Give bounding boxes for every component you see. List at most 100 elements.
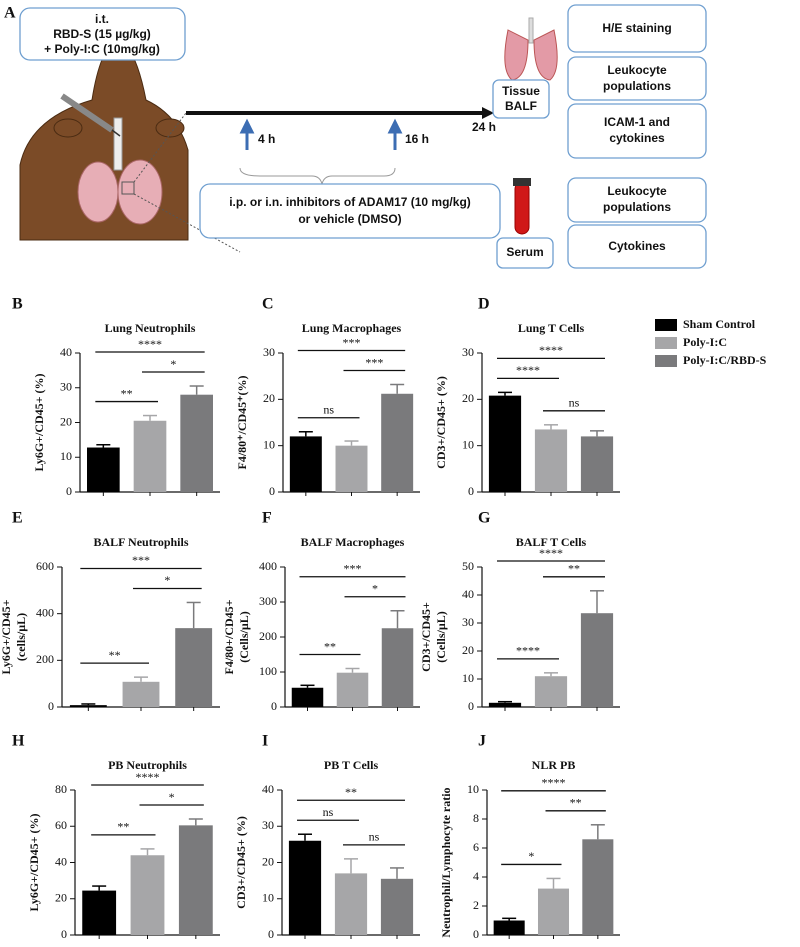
readout-text: Leukocyte xyxy=(607,184,667,198)
y-tick-label: 20 xyxy=(263,391,275,405)
chart-title: BALF Macrophages xyxy=(301,535,405,549)
y-tick-label: 200 xyxy=(36,652,54,666)
y-axis-label: Neutrophil/Lymphocyte ratio xyxy=(439,787,453,937)
treatment-text: RBD-S (15 µg/kg) xyxy=(53,27,151,41)
significance-label: ns xyxy=(323,403,334,417)
significance-label: *** xyxy=(132,553,150,567)
legend-swatch xyxy=(655,355,677,367)
significance-label: * xyxy=(169,790,175,804)
y-tick-label: 100 xyxy=(259,664,277,678)
needle xyxy=(111,129,121,137)
significance-label: **** xyxy=(516,644,540,658)
bar xyxy=(87,447,120,492)
y-axis-label: Ly6G+/CD45+ xyxy=(0,599,13,674)
significance-label: **** xyxy=(539,343,563,357)
y-tick-label: 20 xyxy=(60,414,72,428)
panel-label: F xyxy=(262,510,272,527)
y-tick-label: 400 xyxy=(36,605,54,619)
timepoint: 4 h xyxy=(258,132,275,146)
y-axis-label: Ly6G+/CD45+ (%) xyxy=(27,813,41,911)
y-tick-label: 0 xyxy=(269,484,275,498)
tube-cap xyxy=(513,178,531,186)
bar xyxy=(288,840,322,935)
panel-label: C xyxy=(262,296,274,313)
chart-title: Lung Macrophages xyxy=(302,321,402,335)
y-tick-label: 50 xyxy=(462,559,474,573)
bar xyxy=(580,436,614,492)
trachea-icon xyxy=(528,17,534,44)
chart-title: PB T Cells xyxy=(324,758,379,772)
y-tick-label: 10 xyxy=(462,437,474,451)
timepoint: 16 h xyxy=(405,132,429,146)
y-tick-label: 30 xyxy=(263,345,275,359)
y-tick-label: 30 xyxy=(262,818,274,832)
y-tick-label: 30 xyxy=(60,380,72,394)
y-tick-label: 80 xyxy=(55,782,67,796)
blue-arrow xyxy=(239,118,255,150)
y-tick-label: 200 xyxy=(259,629,277,643)
legend-swatch xyxy=(655,319,677,331)
legend-label: Sham Control xyxy=(683,317,756,331)
bar xyxy=(488,702,522,707)
dotted-line xyxy=(133,112,187,183)
timepoint: 24 h xyxy=(472,120,496,134)
y-axis-label: F4/80⁺/CD45⁺(%) xyxy=(235,376,249,470)
significance-label: * xyxy=(170,357,176,371)
y-axis-label: (cells/µL) xyxy=(14,613,28,661)
tissue-box xyxy=(492,79,550,119)
bar xyxy=(122,681,160,707)
legend-swatch xyxy=(655,337,677,349)
panel-label: B xyxy=(12,296,23,313)
bar xyxy=(381,628,414,707)
arrowhead xyxy=(482,107,494,119)
bar xyxy=(582,839,614,935)
y-tick-label: 0 xyxy=(268,927,274,941)
panel-label: G xyxy=(478,510,491,527)
y-tick-label: 0 xyxy=(271,699,277,713)
significance-label: ** xyxy=(109,648,121,662)
bar xyxy=(334,873,368,935)
significance-label: ** xyxy=(121,386,133,400)
bar xyxy=(82,890,117,935)
y-tick-label: 40 xyxy=(60,345,72,359)
bar xyxy=(69,705,107,707)
y-tick-label: 0 xyxy=(468,484,474,498)
trachea xyxy=(113,117,123,171)
chart-title: NLR PB xyxy=(532,758,576,772)
y-tick-label: 8 xyxy=(473,811,479,825)
chart-title: Lung T Cells xyxy=(518,321,585,335)
y-tick-label: 10 xyxy=(60,449,72,463)
bar xyxy=(291,687,324,707)
panel-label: A xyxy=(4,5,16,22)
y-tick-label: 600 xyxy=(36,559,54,573)
readout-text: Leukocyte xyxy=(607,63,667,77)
y-tick-label: 20 xyxy=(262,854,274,868)
bar xyxy=(130,855,165,935)
y-tick-label: 0 xyxy=(468,699,474,713)
bar xyxy=(380,878,414,935)
y-tick-label: 300 xyxy=(259,594,277,608)
significance-label: **** xyxy=(138,337,162,351)
readout-text: H/E staining xyxy=(602,21,671,35)
significance-label: ** xyxy=(568,562,580,576)
significance-label: ns xyxy=(369,830,380,844)
y-tick-label: 10 xyxy=(462,671,474,685)
tissue-text: BALF xyxy=(505,99,537,113)
significance-label: *** xyxy=(365,355,383,369)
y-axis-label: Ly6G+/CD45+ (%) xyxy=(32,373,46,471)
readout-text: Cytokines xyxy=(608,239,666,253)
ear xyxy=(53,118,83,138)
readout-box xyxy=(567,224,707,269)
y-tick-label: 40 xyxy=(262,782,274,796)
y-tick-label: 30 xyxy=(462,615,474,629)
syringe xyxy=(60,93,114,133)
dotted-line xyxy=(133,193,241,253)
bar xyxy=(493,920,525,935)
chart-title: BALF Neutrophils xyxy=(93,535,188,549)
y-tick-label: 10 xyxy=(263,437,275,451)
blue-arrow xyxy=(387,118,403,150)
brace xyxy=(239,167,396,185)
y-tick-label: 2 xyxy=(473,898,479,912)
blood-tube xyxy=(514,181,530,235)
